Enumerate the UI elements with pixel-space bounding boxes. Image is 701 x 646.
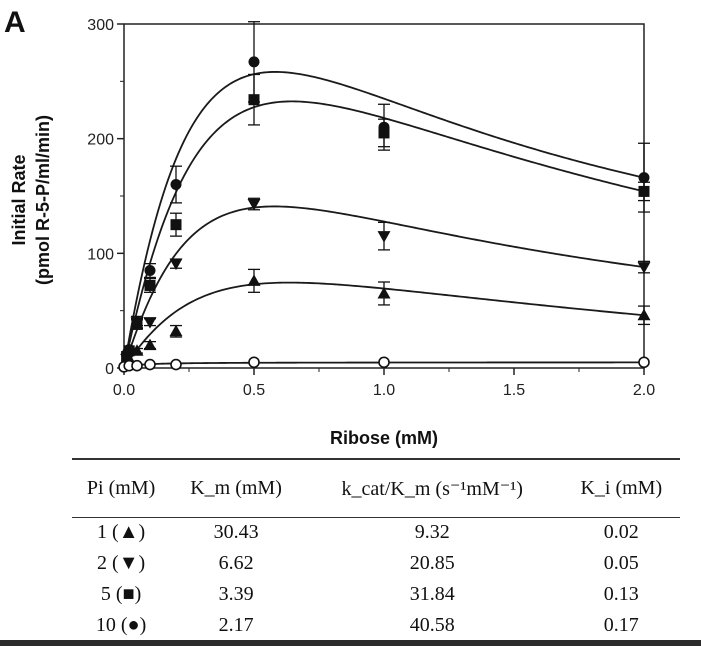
cell-pi: 10 (●) [95, 613, 147, 636]
marker-triangle-up [637, 308, 651, 321]
chart-plot: 0.0 0.5 1.0 1.5 2.0 0 100 200 300 Ribose (mM) In… [9, 17, 655, 448]
marker-circle-open [131, 359, 143, 372]
cell-ki: 0.13 [603, 583, 639, 605]
marker-circle-open [378, 356, 390, 369]
header-km-label: K_m (mM) [190, 476, 282, 499]
x-tick-label: 0.5 [243, 382, 265, 399]
table-row: 5 (■) 3.39 31.84 0.13 [72, 579, 680, 610]
marker-square-filled [170, 219, 182, 231]
marker-triangle-down [130, 317, 144, 329]
table-row: 1 (▲) 30.43 9.32 0.02 [72, 517, 680, 548]
y-axis-title-line1: Initial Rate [9, 154, 29, 245]
header-pi-label: Pi (mM) [86, 476, 156, 499]
y-tick-label: 0 [105, 361, 114, 378]
cell-km: 30.43 [213, 521, 259, 544]
marker-square-filled [638, 185, 650, 197]
cell-pi: 5 (■) [100, 583, 142, 605]
header-kcat-km-label: k_cat/K_m (s⁻¹mM⁻¹) [341, 477, 523, 500]
marker-circle-filled [248, 56, 260, 68]
fit-curve [123, 205, 645, 369]
cell-kcat-km: 20.85 [409, 552, 455, 574]
marker-triangle-up [247, 274, 261, 286]
marker-circle-filled [638, 172, 650, 184]
header-pi: Pi (mM) [72, 459, 170, 517]
marker-triangle-down [377, 231, 391, 243]
header-km: K_m (mM) [170, 459, 302, 517]
marker-circle-open [638, 356, 650, 369]
panel-label: A [4, 6, 26, 39]
cell-km: 2.17 [218, 613, 254, 636]
y-tick-label: 100 [87, 246, 114, 263]
marker-circle-filled [170, 179, 182, 191]
x-tick-label: 1.5 [503, 382, 525, 399]
bottom-edge-bar [0, 640, 701, 646]
y-tick-label: 200 [87, 132, 114, 149]
x-tick-label: 1.0 [373, 382, 395, 399]
table-row: 10 (●) 2.17 40.58 0.17 [72, 610, 680, 641]
chart-axes: 0.0 0.5 1.0 1.5 2.0 0 100 200 300 [87, 17, 655, 399]
marker-triangle-up [130, 344, 144, 356]
cell-kcat-km: 31.84 [409, 583, 455, 605]
fit-curve [123, 70, 645, 369]
marker-triangle-up [143, 338, 157, 351]
cell-kcat-km: 40.58 [409, 613, 455, 636]
marker-square-filled [378, 127, 390, 139]
marker-square-filled [144, 279, 156, 291]
marker-triangle-up [377, 286, 391, 299]
marker-circle-open [248, 356, 260, 369]
x-tick-label: 2.0 [633, 382, 655, 399]
table-row: 2 (▼) 6.62 20.85 0.05 [72, 548, 680, 579]
plot-frame [123, 23, 645, 369]
marker-triangle-down [169, 258, 183, 271]
cell-ki: 0.17 [603, 613, 639, 636]
cell-ki: 0.05 [603, 552, 639, 574]
cell-pi: 1 (▲) [97, 521, 146, 544]
header-kcat-km: k_cat/K_m (s⁻¹mM⁻¹) [302, 459, 563, 517]
cell-pi: 2 (▼) [97, 552, 146, 574]
marker-circle-open [170, 358, 182, 371]
cell-km: 3.39 [218, 583, 254, 605]
table-header-row: Pi (mM) K_m (mM) k_cat/K_m (s⁻¹mM⁻¹) K_i… [72, 459, 680, 517]
cell-km: 6.62 [218, 552, 254, 574]
y-tick-label: 300 [87, 17, 114, 34]
marker-square-filled [248, 94, 260, 106]
marker-triangle-down [637, 262, 651, 274]
cell-kcat-km: 9.32 [414, 521, 450, 544]
marker-triangle-down [143, 317, 157, 329]
cell-ki: 0.02 [603, 521, 639, 544]
data-points [118, 21, 651, 373]
x-tick-label: 0.0 [113, 382, 135, 399]
kinetics-table: Pi (mM) K_m (mM) k_cat/K_m (s⁻¹mM⁻¹) K_i… [72, 458, 680, 642]
marker-circle-open [144, 358, 156, 371]
header-ki-label: K_i (mM) [580, 476, 663, 499]
header-ki: K_i (mM) [563, 459, 680, 517]
marker-triangle-down [247, 199, 261, 211]
marker-triangle-up [169, 324, 183, 337]
y-axis-title-line2: (pmol R-5-P/ml/min) [33, 115, 53, 285]
x-axis-title: Ribose (mM) [330, 428, 438, 448]
marker-circle-filled [144, 265, 156, 277]
